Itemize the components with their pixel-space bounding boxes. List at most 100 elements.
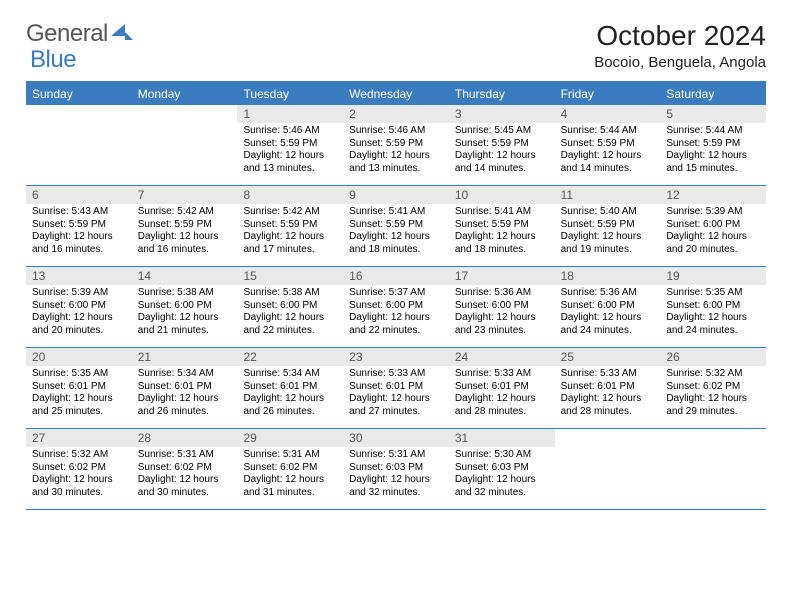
sunrise-line: Sunrise: 5:42 AM <box>138 206 232 219</box>
sunset-line: Sunset: 5:59 PM <box>243 138 337 151</box>
month-title: October 2024 <box>594 20 766 52</box>
sunrise-line: Sunrise: 5:33 AM <box>349 368 443 381</box>
day-number: 26 <box>660 348 766 366</box>
day-cell: . <box>660 429 766 509</box>
sunset-line: Sunset: 5:59 PM <box>243 219 337 232</box>
day-number: 19 <box>660 267 766 285</box>
daylight-line: Daylight: 12 hours and 27 minutes. <box>349 393 443 418</box>
daylight-line: Daylight: 12 hours and 17 minutes. <box>243 231 337 256</box>
sunset-line: Sunset: 6:01 PM <box>243 381 337 394</box>
sunset-line: Sunset: 6:03 PM <box>455 462 549 475</box>
day-cell: 4Sunrise: 5:44 AMSunset: 5:59 PMDaylight… <box>555 105 661 185</box>
day-number: 27 <box>26 429 132 447</box>
sunset-line: Sunset: 6:03 PM <box>349 462 443 475</box>
daylight-line: Daylight: 12 hours and 29 minutes. <box>666 393 760 418</box>
sunset-line: Sunset: 6:01 PM <box>561 381 655 394</box>
weekday-header: Wednesday <box>343 83 449 105</box>
daylight-line: Daylight: 12 hours and 16 minutes. <box>138 231 232 256</box>
weeks-container: ..1Sunrise: 5:46 AMSunset: 5:59 PMDaylig… <box>26 105 766 510</box>
day-cell: . <box>555 429 661 509</box>
brand-logo: General <box>26 20 137 48</box>
sunset-line: Sunset: 6:01 PM <box>455 381 549 394</box>
sunrise-line: Sunrise: 5:46 AM <box>243 125 337 138</box>
day-cell: . <box>132 105 238 185</box>
day-content: Sunrise: 5:42 AMSunset: 5:59 PMDaylight:… <box>132 204 238 260</box>
day-cell: 7Sunrise: 5:42 AMSunset: 5:59 PMDaylight… <box>132 186 238 266</box>
day-content: Sunrise: 5:34 AMSunset: 6:01 PMDaylight:… <box>237 366 343 422</box>
day-number: 13 <box>26 267 132 285</box>
sunrise-line: Sunrise: 5:34 AM <box>138 368 232 381</box>
daylight-line: Daylight: 12 hours and 21 minutes. <box>138 312 232 337</box>
daylight-line: Daylight: 12 hours and 32 minutes. <box>349 474 443 499</box>
sunset-line: Sunset: 6:00 PM <box>666 219 760 232</box>
sunset-line: Sunset: 6:01 PM <box>349 381 443 394</box>
day-number: 7 <box>132 186 238 204</box>
day-content: Sunrise: 5:33 AMSunset: 6:01 PMDaylight:… <box>343 366 449 422</box>
brand-triangle-icon <box>111 24 125 36</box>
daylight-line: Daylight: 12 hours and 30 minutes. <box>32 474 126 499</box>
day-cell: 18Sunrise: 5:36 AMSunset: 6:00 PMDayligh… <box>555 267 661 347</box>
day-content: Sunrise: 5:39 AMSunset: 6:00 PMDaylight:… <box>26 285 132 341</box>
day-cell: 17Sunrise: 5:36 AMSunset: 6:00 PMDayligh… <box>449 267 555 347</box>
daylight-line: Daylight: 12 hours and 32 minutes. <box>455 474 549 499</box>
day-content: Sunrise: 5:36 AMSunset: 6:00 PMDaylight:… <box>449 285 555 341</box>
sunrise-line: Sunrise: 5:36 AM <box>561 287 655 300</box>
day-content: Sunrise: 5:31 AMSunset: 6:02 PMDaylight:… <box>237 447 343 503</box>
day-content: Sunrise: 5:32 AMSunset: 6:02 PMDaylight:… <box>660 366 766 422</box>
sunrise-line: Sunrise: 5:35 AM <box>666 287 760 300</box>
week-row: 6Sunrise: 5:43 AMSunset: 5:59 PMDaylight… <box>26 186 766 267</box>
day-number: 25 <box>555 348 661 366</box>
daylight-line: Daylight: 12 hours and 26 minutes. <box>138 393 232 418</box>
sunset-line: Sunset: 6:00 PM <box>243 300 337 313</box>
day-number: 2 <box>343 105 449 123</box>
daylight-line: Daylight: 12 hours and 20 minutes. <box>666 231 760 256</box>
sunrise-line: Sunrise: 5:46 AM <box>349 125 443 138</box>
daylight-line: Daylight: 12 hours and 20 minutes. <box>32 312 126 337</box>
weekday-header: Sunday <box>26 83 132 105</box>
day-number: 16 <box>343 267 449 285</box>
sunrise-line: Sunrise: 5:32 AM <box>666 368 760 381</box>
sunset-line: Sunset: 6:00 PM <box>666 300 760 313</box>
sunrise-line: Sunrise: 5:44 AM <box>666 125 760 138</box>
day-number: 20 <box>26 348 132 366</box>
day-number: 14 <box>132 267 238 285</box>
calendar: SundayMondayTuesdayWednesdayThursdayFrid… <box>26 81 766 510</box>
sunrise-line: Sunrise: 5:42 AM <box>243 206 337 219</box>
day-content: Sunrise: 5:44 AMSunset: 5:59 PMDaylight:… <box>660 123 766 179</box>
day-cell: 27Sunrise: 5:32 AMSunset: 6:02 PMDayligh… <box>26 429 132 509</box>
sunrise-line: Sunrise: 5:37 AM <box>349 287 443 300</box>
day-content: Sunrise: 5:46 AMSunset: 5:59 PMDaylight:… <box>237 123 343 179</box>
day-content: Sunrise: 5:39 AMSunset: 6:00 PMDaylight:… <box>660 204 766 260</box>
day-content: Sunrise: 5:45 AMSunset: 5:59 PMDaylight:… <box>449 123 555 179</box>
day-cell: 8Sunrise: 5:42 AMSunset: 5:59 PMDaylight… <box>237 186 343 266</box>
day-cell: 31Sunrise: 5:30 AMSunset: 6:03 PMDayligh… <box>449 429 555 509</box>
sunset-line: Sunset: 6:00 PM <box>32 300 126 313</box>
sunrise-line: Sunrise: 5:39 AM <box>666 206 760 219</box>
daylight-line: Daylight: 12 hours and 15 minutes. <box>666 150 760 175</box>
day-content: Sunrise: 5:32 AMSunset: 6:02 PMDaylight:… <box>26 447 132 503</box>
day-cell: 28Sunrise: 5:31 AMSunset: 6:02 PMDayligh… <box>132 429 238 509</box>
sunset-line: Sunset: 5:59 PM <box>455 219 549 232</box>
day-cell: 19Sunrise: 5:35 AMSunset: 6:00 PMDayligh… <box>660 267 766 347</box>
day-cell: 24Sunrise: 5:33 AMSunset: 6:01 PMDayligh… <box>449 348 555 428</box>
sunset-line: Sunset: 5:59 PM <box>32 219 126 232</box>
day-number: 10 <box>449 186 555 204</box>
sunrise-line: Sunrise: 5:33 AM <box>561 368 655 381</box>
week-row: 27Sunrise: 5:32 AMSunset: 6:02 PMDayligh… <box>26 429 766 510</box>
day-number: 30 <box>343 429 449 447</box>
sunset-line: Sunset: 6:02 PM <box>32 462 126 475</box>
sunrise-line: Sunrise: 5:32 AM <box>32 449 126 462</box>
calendar-page: General October 2024 Bocoio, Benguela, A… <box>0 0 792 520</box>
daylight-line: Daylight: 12 hours and 28 minutes. <box>455 393 549 418</box>
day-number: 9 <box>343 186 449 204</box>
daylight-line: Daylight: 12 hours and 14 minutes. <box>455 150 549 175</box>
day-cell: 25Sunrise: 5:33 AMSunset: 6:01 PMDayligh… <box>555 348 661 428</box>
sunset-line: Sunset: 6:00 PM <box>138 300 232 313</box>
sunrise-line: Sunrise: 5:41 AM <box>455 206 549 219</box>
day-cell: 29Sunrise: 5:31 AMSunset: 6:02 PMDayligh… <box>237 429 343 509</box>
sunset-line: Sunset: 5:59 PM <box>561 138 655 151</box>
weekday-header-row: SundayMondayTuesdayWednesdayThursdayFrid… <box>26 83 766 105</box>
daylight-line: Daylight: 12 hours and 14 minutes. <box>561 150 655 175</box>
day-number: 6 <box>26 186 132 204</box>
daylight-line: Daylight: 12 hours and 13 minutes. <box>243 150 337 175</box>
